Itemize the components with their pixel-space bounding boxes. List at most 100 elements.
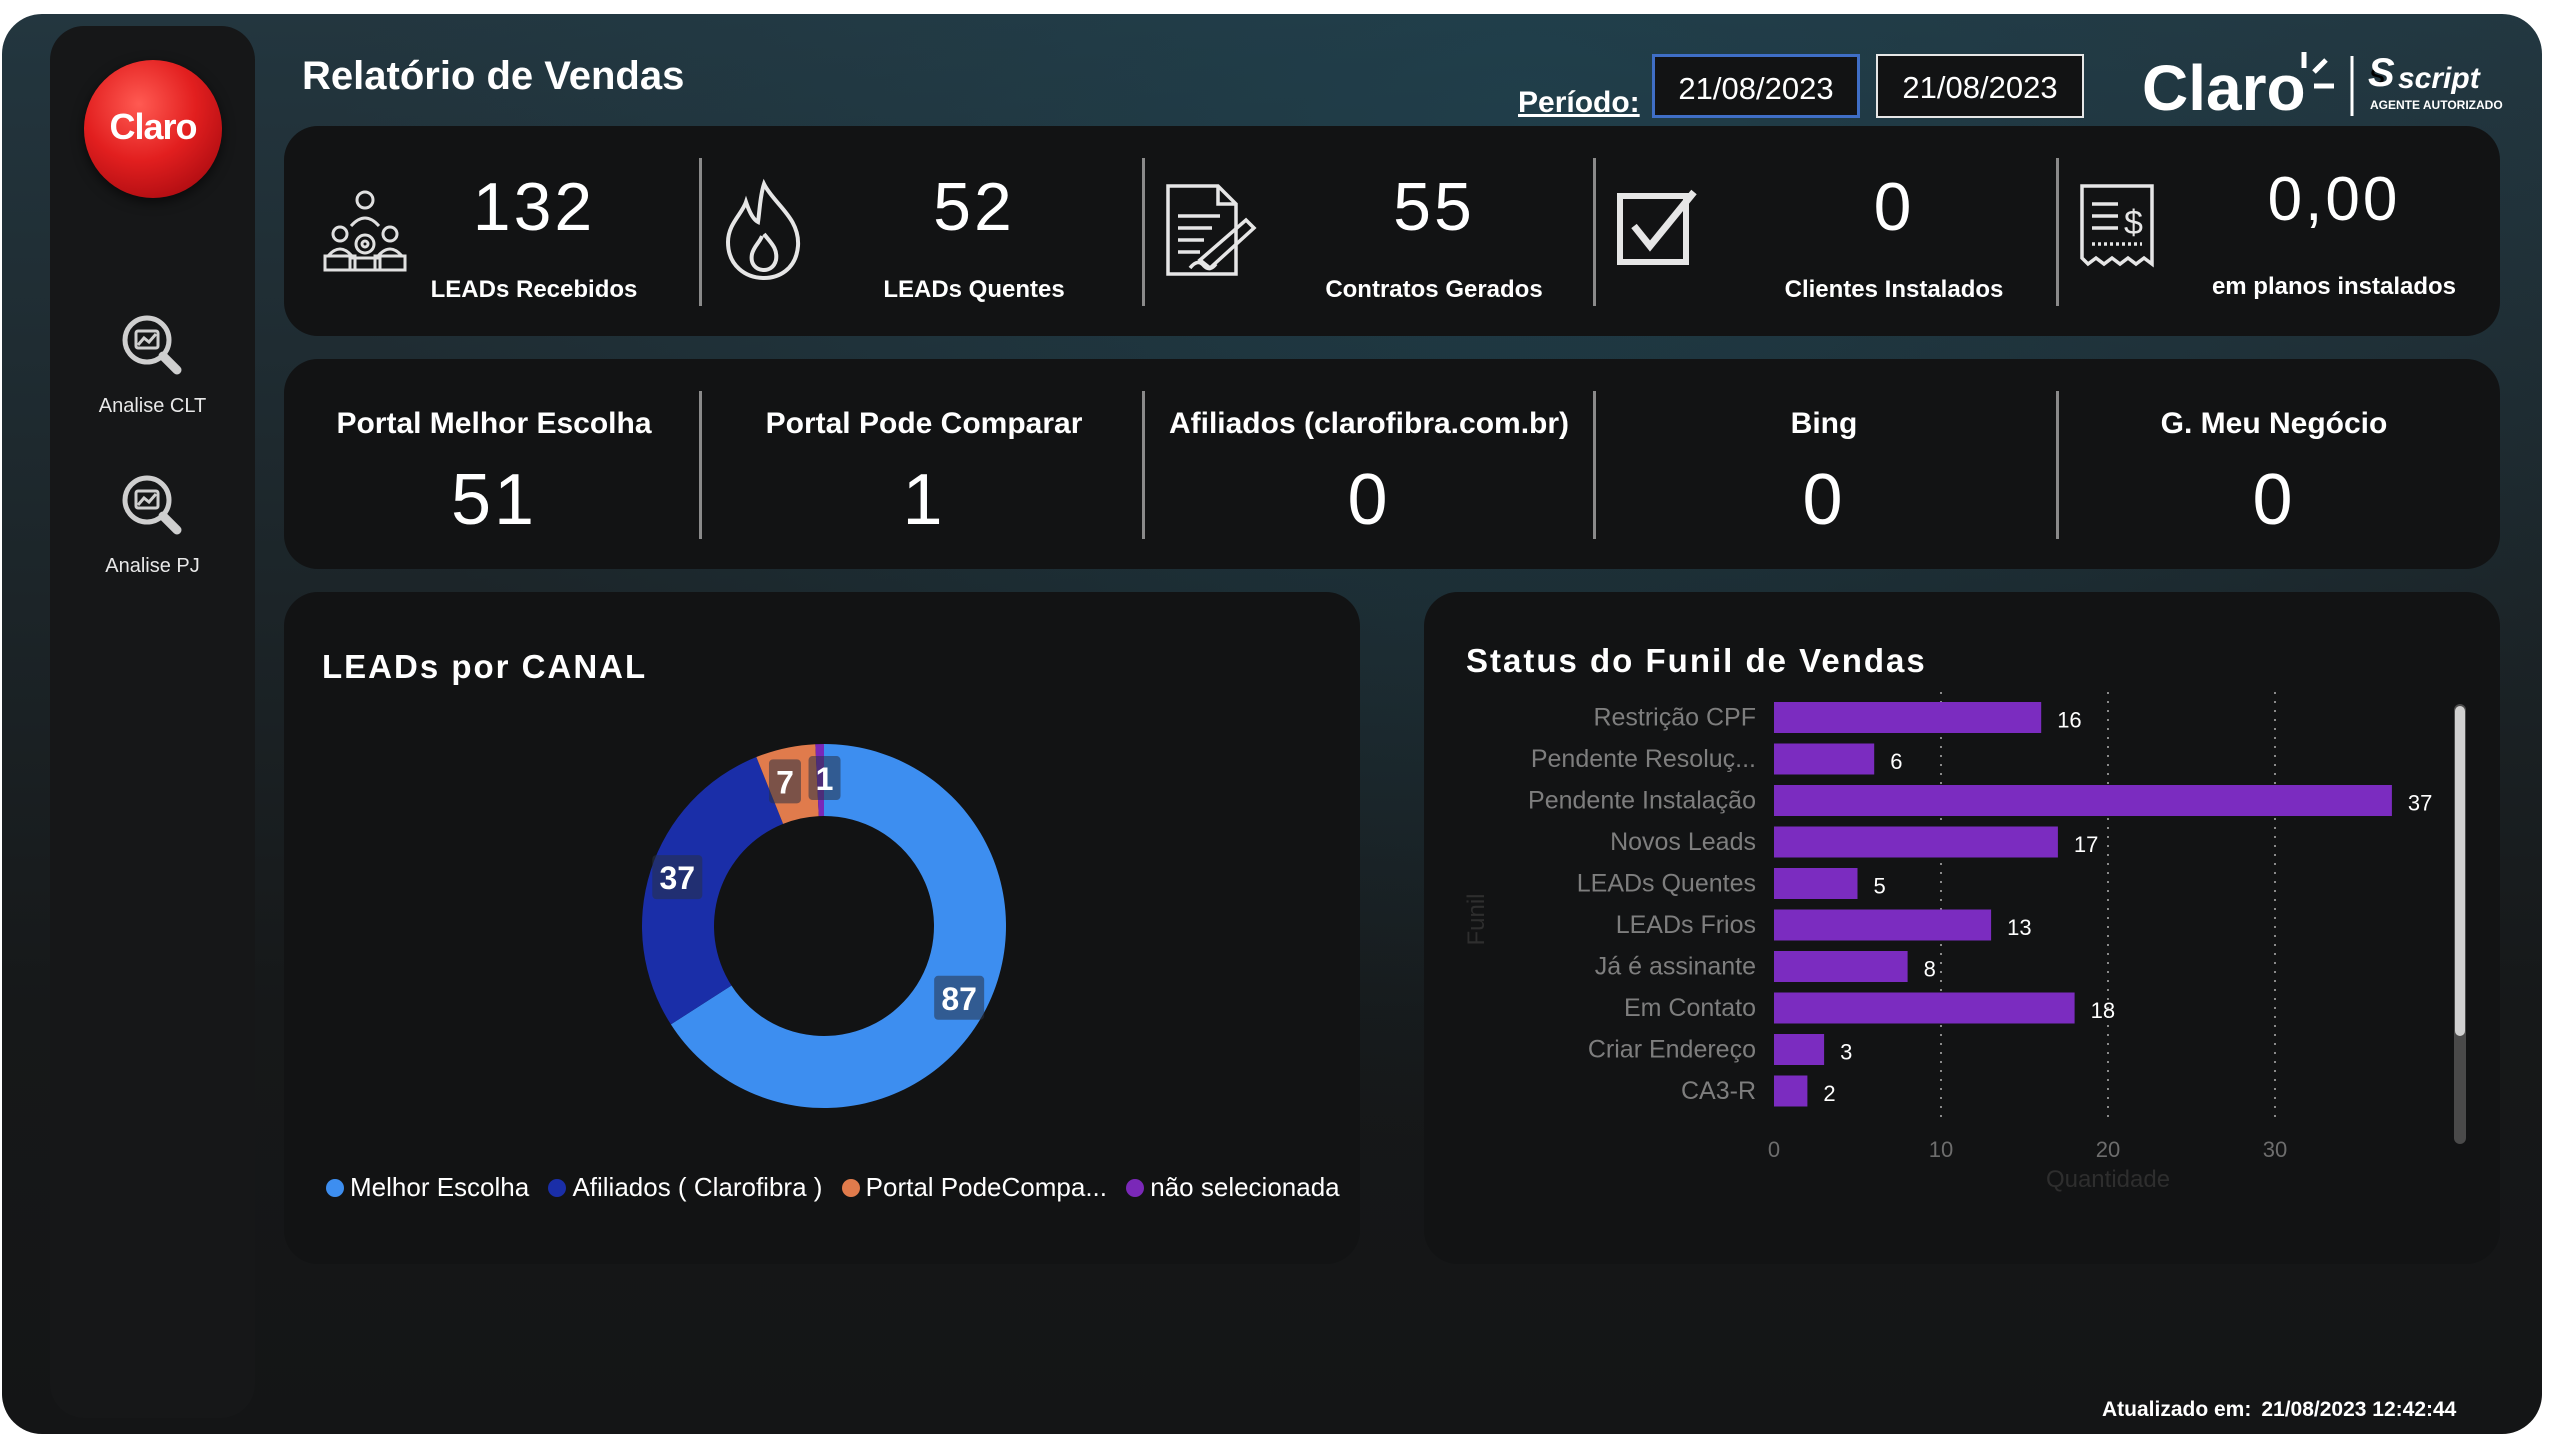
kpi-contratos-gerados: 55 Contratos Gerados (1284, 126, 1584, 336)
kpi-card: 132 LEADs Recebidos 52 LEADs Quentes (284, 126, 2500, 336)
divider (699, 158, 702, 306)
donut-slice[interactable] (670, 744, 1006, 1108)
channel-card: Portal Melhor Escolha 51 Portal Pode Com… (284, 359, 2500, 569)
category-label: Em Contato (1624, 994, 1756, 1022)
data-label: 2 (1823, 1081, 1835, 1106)
y-axis-label: Funil (1463, 893, 1490, 945)
data-label: 1 (816, 761, 834, 797)
contract-sign-icon (1166, 184, 1257, 276)
legend-label: Melhor Escolha (350, 1172, 530, 1202)
legend-label: Afiliados ( Clarofibra ) (572, 1172, 823, 1202)
funil-panel: Status do Funil de Vendas 0 10 20 30 Restriç… (1424, 592, 2500, 1264)
x-tick-label: 0 (1768, 1137, 1780, 1162)
bar[interactable] (1774, 743, 1875, 775)
legend-swatch (1126, 1179, 1145, 1197)
checkbox-icon (1617, 189, 1697, 265)
svg-text:S: S (2368, 51, 2395, 95)
period-label: Período: (1518, 86, 1640, 119)
category-label: Já é assinante (1595, 953, 1756, 981)
start-date-input[interactable]: 21/08/2023 (1652, 54, 1860, 118)
bar[interactable] (1774, 702, 2042, 733)
legend-label: Portal PodeCompa... (865, 1172, 1108, 1202)
funil-bar-chart[interactable]: 0 10 20 30 Restrição CPF 16 Pendente Resoluç..… (1424, 682, 2500, 1242)
end-date-input[interactable]: 21/08/2023 (1876, 54, 2084, 118)
legend-item[interactable]: Portal PodeCompa... (841, 1172, 1108, 1203)
donut-legend: Melhor Escolha Afiliados ( Clarofibra ) … (326, 1172, 1352, 1203)
category-label: LEADs Quentes (1577, 870, 1756, 898)
data-label-bg (768, 759, 801, 804)
kpi-label: LEADs Recebidos (430, 276, 638, 303)
flame-icon (725, 178, 801, 281)
legend-item[interactable]: Melhor Escolha (326, 1172, 529, 1203)
page-title: Relatório de Vendas (302, 54, 685, 98)
kpi-value: 132 (472, 169, 596, 245)
leads-por-canal-panel: LEADs por CANAL 87 37 7 1 Melhor Escolha Af… (284, 592, 1360, 1264)
data-label: 87 (941, 981, 977, 1017)
chart-title: Status do Funil de Vendas (1466, 642, 1927, 679)
data-label: 3 (1840, 1040, 1852, 1065)
channel-value: 1 (902, 460, 946, 540)
kpi-label: Clientes Instalados (1784, 276, 2004, 303)
bar[interactable] (1774, 868, 1858, 899)
category-label: Criar Endereço (1588, 1036, 1756, 1064)
receipt-icon: $ (2080, 184, 2154, 268)
donut-chart[interactable]: 87 37 7 1 (614, 716, 1034, 1136)
data-label: 37 (660, 860, 696, 896)
bar[interactable] (1774, 951, 1908, 982)
sidebar-item-analise-clt[interactable]: Analise CLT (50, 306, 255, 418)
bar[interactable] (1774, 785, 2392, 816)
sidebar-item-label: Analise PJ (105, 555, 200, 577)
bar[interactable] (1774, 826, 2058, 858)
data-label-bg (652, 855, 703, 900)
scrollbar[interactable] (2454, 704, 2466, 1144)
kpi-value: 55 (1393, 169, 1475, 245)
category-label: Novos Leads (1610, 828, 1756, 856)
x-tick-label: 20 (2096, 1137, 2120, 1162)
updated-value: 21/08/2023 12:42:44 (2261, 1398, 2457, 1421)
donut-slice[interactable] (642, 757, 784, 1025)
legend-item[interactable]: Afiliados ( Clarofibra ) (548, 1172, 822, 1203)
data-label: 6 (1890, 749, 1902, 774)
channel-name: Afiliados (clarofibra.com.br) (1168, 407, 1570, 440)
scrollbar-thumb[interactable] (2455, 706, 2465, 1036)
data-label: 37 (2408, 791, 2432, 816)
data-label: 5 (1874, 874, 1886, 899)
divider (1142, 158, 1145, 306)
kpi-label: Contratos Gerados (1325, 276, 1543, 303)
divider (2056, 391, 2059, 539)
brand-logo: Claro S S script AGENTE AUTORIZADO (2142, 51, 2503, 124)
divider (1593, 158, 1596, 306)
sidebar: Claro Analise CLT Analise PJ (50, 26, 255, 1418)
legend-item[interactable]: não selecionada (1126, 1172, 1340, 1203)
kpi-value: 0,00 (2267, 165, 2401, 234)
channel-name: Portal Melhor Escolha (336, 407, 652, 440)
bar[interactable] (1774, 909, 1992, 941)
kpi-leads-quentes: 52 LEADs Quentes (844, 126, 1104, 336)
legend-swatch (326, 1179, 344, 1197)
updated-label: Atualizado em: (2102, 1398, 2252, 1421)
divider (1142, 391, 1145, 539)
team-network-icon (323, 190, 407, 272)
bar[interactable] (1774, 1075, 1808, 1107)
channel-name: Bing (1790, 407, 1858, 440)
search-report-icon (122, 475, 181, 535)
bar[interactable] (1774, 992, 2075, 1024)
bar[interactable] (1774, 1034, 1825, 1065)
kpi-value: 0 (1873, 169, 1915, 245)
channel-value: 0 (1802, 460, 1846, 540)
x-axis-label: Quantidade (2046, 1166, 2170, 1193)
data-label: 18 (2091, 998, 2115, 1023)
data-label-bg (808, 756, 841, 801)
claro-logo: Claro (84, 60, 222, 198)
chart-title: LEADs por CANAL (322, 648, 648, 685)
divider (1593, 391, 1596, 539)
legend-swatch (548, 1179, 567, 1197)
search-report-icon (122, 315, 181, 375)
category-label: CA3-R (1681, 1077, 1756, 1105)
kpi-label: LEADs Quentes (883, 276, 1065, 303)
sidebar-item-analise-pj[interactable]: Analise PJ (50, 466, 255, 578)
svg-text:S: S (2370, 64, 2385, 89)
svg-text:$: $ (2124, 204, 2143, 242)
legend-swatch (841, 1179, 860, 1197)
